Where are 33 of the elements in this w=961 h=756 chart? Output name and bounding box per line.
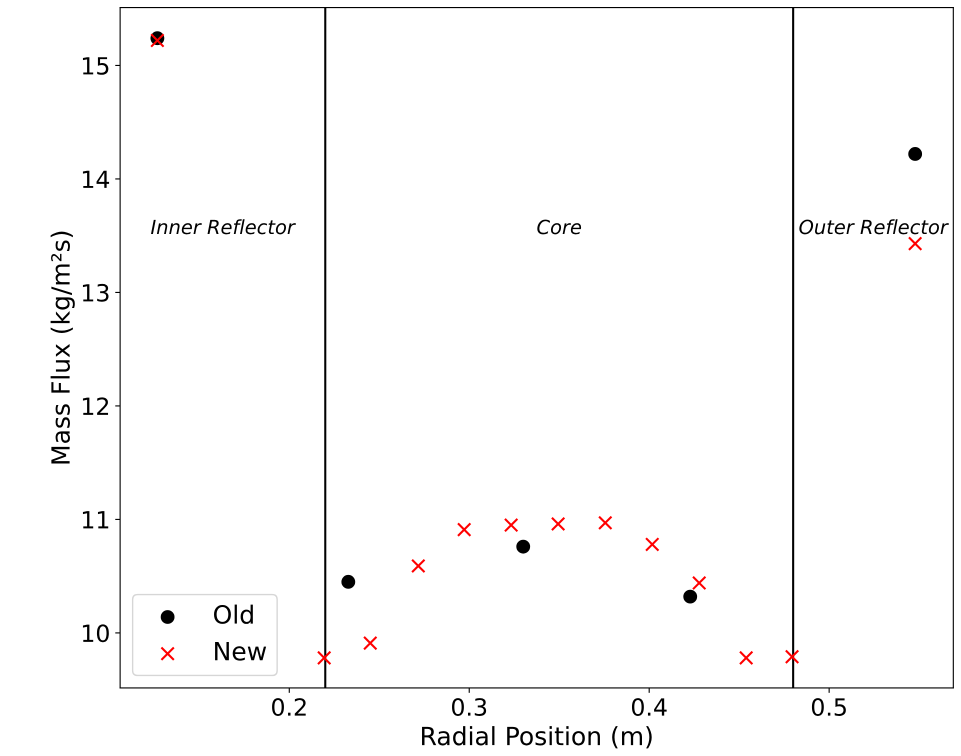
point — [550, 516, 566, 532]
point — [516, 540, 530, 554]
annotation: Core — [537, 220, 582, 234]
y-tick-label: 12 — [82, 397, 108, 415]
legend-label: New — [215, 642, 266, 661]
legend-label: Old — [214, 604, 253, 624]
point — [456, 522, 472, 537]
point — [363, 636, 378, 650]
point — [341, 574, 356, 589]
y-axis-title: Mass Flux (kg/m²s) — [50, 232, 75, 464]
point — [738, 650, 754, 666]
point — [644, 537, 660, 552]
point — [908, 236, 922, 251]
point — [784, 649, 800, 664]
y-tick-label: 11 — [82, 511, 108, 528]
x-tick-label: 0.5 — [812, 698, 846, 716]
x-axis-title: Radial Position (m) — [422, 726, 652, 748]
annotation: Inner Reflector — [151, 219, 296, 234]
point — [683, 590, 698, 604]
x-tick-label: 0.4 — [632, 698, 667, 716]
x-tick-label: 0.3 — [452, 698, 486, 716]
annotation: Outer Reflector — [799, 219, 949, 234]
point — [411, 558, 426, 574]
y-tick-label: 13 — [82, 284, 109, 302]
point — [692, 576, 706, 590]
y-tick-label: 14 — [82, 170, 110, 188]
point — [598, 516, 613, 530]
y-tick-label: 10 — [82, 624, 109, 642]
point — [316, 650, 332, 666]
x-tick-label: 0.2 — [272, 698, 306, 716]
point — [504, 518, 518, 532]
y-tick-label: 15 — [82, 57, 108, 75]
point — [908, 147, 922, 161]
